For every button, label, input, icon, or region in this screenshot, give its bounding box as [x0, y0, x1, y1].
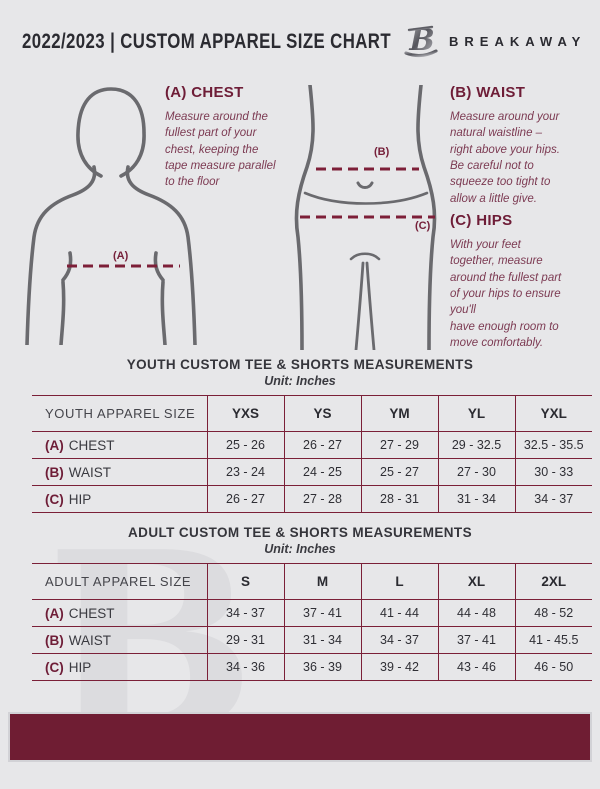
cell-value: 43 - 46	[437, 653, 515, 681]
cell-value: 25 - 26	[206, 431, 284, 459]
cell-value: 29 - 32.5	[437, 431, 515, 459]
cell-value: 41 - 45.5	[514, 626, 592, 654]
hips-guide-text: With your feet together, measure around …	[450, 239, 562, 349]
chest-guide-text: Measure around the fullest part of your …	[165, 111, 276, 189]
brand-name: BREAKAWAY	[449, 33, 587, 49]
lower-torso-figure	[294, 85, 437, 350]
table-row: (C) HIP 34 - 36 36 - 39 39 - 42 43 - 46 4…	[32, 653, 592, 681]
page-header: 2022/2023 | CUSTOM APPAREL SIZE CHART B …	[0, 0, 600, 68]
cell-value: 28 - 31	[360, 485, 438, 513]
marker-b-label: (B)	[374, 146, 390, 158]
cell-value: 34 - 37	[360, 626, 438, 654]
cell-value: 34 - 37	[206, 599, 284, 627]
adult-section-title: ADULT CUSTOM TEE & SHORTS MEASUREMENTS	[128, 525, 472, 540]
row-label: (C) HIP	[32, 485, 207, 513]
youth-col-header: YS	[283, 395, 361, 432]
row-label: (A) CHEST	[32, 431, 207, 459]
row-label: (A) CHEST	[32, 599, 207, 627]
youth-size-table: YOUTH APPAREL SIZE YXS YS YM YL YXL (A) C…	[32, 395, 592, 513]
cell-value: 23 - 24	[206, 458, 284, 486]
cell-value: 31 - 34	[283, 626, 361, 654]
cell-value: 32.5 - 35.5	[514, 431, 592, 459]
cell-value: 37 - 41	[437, 626, 515, 654]
cell-value: 25 - 27	[360, 458, 438, 486]
footer-bar	[8, 712, 592, 762]
waist-guide-text: Measure around your natural waistline – …	[450, 111, 560, 205]
hips-guide: (C) HIPS With your feet together, measur…	[450, 212, 596, 351]
cell-value: 44 - 48	[437, 599, 515, 627]
youth-section-title: YOUTH CUSTOM TEE & SHORTS MEASUREMENTS	[126, 357, 474, 372]
cell-value: 41 - 44	[360, 599, 438, 627]
cell-value: 34 - 36	[206, 653, 284, 681]
hips-guide-heading: (C) HIPS	[450, 212, 513, 229]
table-row: (B) WAIST 29 - 31 31 - 34 34 - 37 37 - 41…	[32, 626, 592, 654]
adult-col-header: L	[360, 563, 438, 600]
cell-value: 31 - 34	[437, 485, 515, 513]
adult-size-table: ADULT APPAREL SIZE S M L XL 2XL (A) CHEST…	[32, 563, 592, 681]
waist-guide: (B) WAIST Measure around your natural wa…	[450, 84, 592, 207]
youth-unit-label: Unit: Inches	[264, 374, 336, 388]
cell-value: 48 - 52	[514, 599, 592, 627]
table-row: (A) CHEST 34 - 37 37 - 41 41 - 44 44 - 48…	[32, 599, 592, 627]
table-row: (B) WAIST 23 - 24 24 - 25 25 - 27 27 - 30…	[32, 458, 592, 486]
chest-guide: (A) CHEST Measure around the fullest par…	[165, 84, 315, 191]
youth-col-header: YOUTH APPAREL SIZE	[32, 395, 207, 432]
table-row: (C) HIP 26 - 27 27 - 28 28 - 31 31 - 34 3…	[32, 485, 592, 513]
cell-value: 24 - 25	[283, 458, 361, 486]
row-label: (C) HIP	[32, 653, 207, 681]
adult-col-header: XL	[437, 563, 515, 600]
adult-col-header: S	[206, 563, 284, 600]
youth-col-header: YL	[437, 395, 515, 432]
cell-value: 36 - 39	[283, 653, 361, 681]
marker-a-label: (A)	[113, 250, 129, 262]
cell-value: 37 - 41	[283, 599, 361, 627]
youth-col-header: YXL	[514, 395, 592, 432]
youth-col-header: YXS	[206, 395, 284, 432]
cell-value: 27 - 29	[360, 431, 438, 459]
chest-guide-heading: (A) CHEST	[165, 84, 244, 101]
cell-value: 27 - 30	[437, 458, 515, 486]
marker-c-label: (C)	[415, 220, 431, 232]
cell-value: 39 - 42	[360, 653, 438, 681]
breakaway-logo-icon: B	[404, 23, 438, 58]
page-title: 2022/2023 | CUSTOM APPAREL SIZE CHART	[22, 30, 391, 53]
adult-col-header: ADULT APPAREL SIZE	[32, 563, 207, 600]
cell-value: 30 - 33	[514, 458, 592, 486]
brand-logo: B BREAKAWAY	[402, 22, 586, 60]
youth-header-row: YOUTH APPAREL SIZE YXS YS YM YL YXL	[32, 395, 592, 432]
row-label: (B) WAIST	[32, 458, 207, 486]
cell-value: 29 - 31	[206, 626, 284, 654]
cell-value: 26 - 27	[283, 431, 361, 459]
adult-header-row: ADULT APPAREL SIZE S M L XL 2XL	[32, 563, 592, 600]
adult-col-header: M	[283, 563, 361, 600]
cell-value: 34 - 37	[514, 485, 592, 513]
table-row: (A) CHEST 25 - 26 26 - 27 27 - 29 29 - 32…	[32, 431, 592, 459]
adult-col-header: 2XL	[514, 563, 592, 600]
youth-col-header: YM	[360, 395, 438, 432]
adult-unit-label: Unit: Inches	[264, 542, 336, 556]
upper-torso-figure	[25, 87, 197, 345]
cell-value: 46 - 50	[514, 653, 592, 681]
cell-value: 27 - 28	[283, 485, 361, 513]
row-label: (B) WAIST	[32, 626, 207, 654]
waist-guide-heading: (B) WAIST	[450, 84, 526, 101]
cell-value: 26 - 27	[206, 485, 284, 513]
